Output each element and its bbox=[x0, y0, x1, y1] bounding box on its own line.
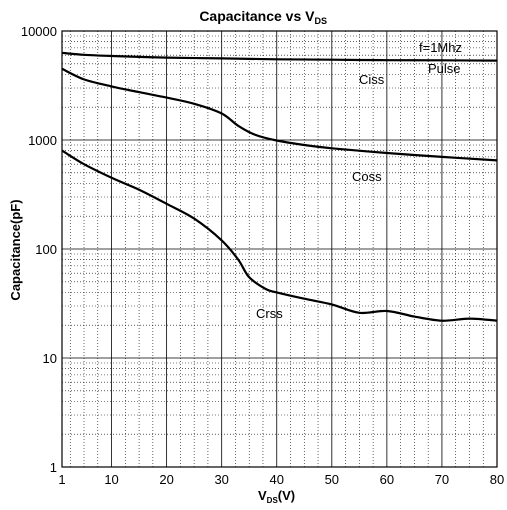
curves bbox=[61, 51, 498, 322]
y-tick-label: 100 bbox=[35, 242, 57, 257]
ciss-label: Ciss bbox=[359, 72, 385, 87]
pulse-label: Pulse bbox=[428, 61, 461, 76]
x-tick-label: 50 bbox=[325, 472, 339, 487]
x-tick-label: 70 bbox=[435, 472, 449, 487]
crss-curve bbox=[61, 149, 498, 322]
y-tick-labels: 1 10 100 1000 10000 bbox=[21, 24, 57, 475]
chart-title-subscript: DS bbox=[314, 16, 327, 26]
plot-frame bbox=[61, 30, 498, 468]
x-tick-label: 40 bbox=[270, 472, 284, 487]
frequency-label: f=1Mhz bbox=[419, 40, 462, 55]
chart-title: Capacitance vs VDS bbox=[199, 8, 327, 26]
crss-label: Crss bbox=[256, 306, 283, 321]
y-tick-label: 1000 bbox=[28, 133, 57, 148]
chart-title-main: Capacitance vs V bbox=[199, 8, 315, 24]
coss-curve bbox=[61, 67, 498, 162]
x-tick-label: 10 bbox=[104, 472, 118, 487]
x-tick-label: 60 bbox=[380, 472, 394, 487]
ciss-curve bbox=[61, 51, 498, 62]
x-axis-label-subscript: DS bbox=[267, 496, 279, 505]
x-tick-label: 1 bbox=[58, 472, 65, 487]
y-tick-label: 1 bbox=[50, 460, 57, 475]
x-tick-label: 30 bbox=[214, 472, 228, 487]
x-tick-label: 20 bbox=[159, 472, 173, 487]
grid bbox=[62, 31, 497, 467]
x-tick-labels: 1 10 20 30 40 50 60 70 80 bbox=[58, 472, 504, 487]
coss-label: Coss bbox=[352, 169, 382, 184]
x-axis-label-unit: (V) bbox=[278, 488, 295, 503]
y-axis-label: Capacitance(pF) bbox=[8, 199, 23, 300]
x-tick-label: 80 bbox=[490, 472, 504, 487]
y-tick-label: 10 bbox=[43, 351, 57, 366]
x-axis-label-main: V bbox=[258, 488, 267, 503]
x-axis-label: VDS(V) bbox=[258, 488, 295, 505]
y-tick-label: 10000 bbox=[21, 24, 57, 39]
